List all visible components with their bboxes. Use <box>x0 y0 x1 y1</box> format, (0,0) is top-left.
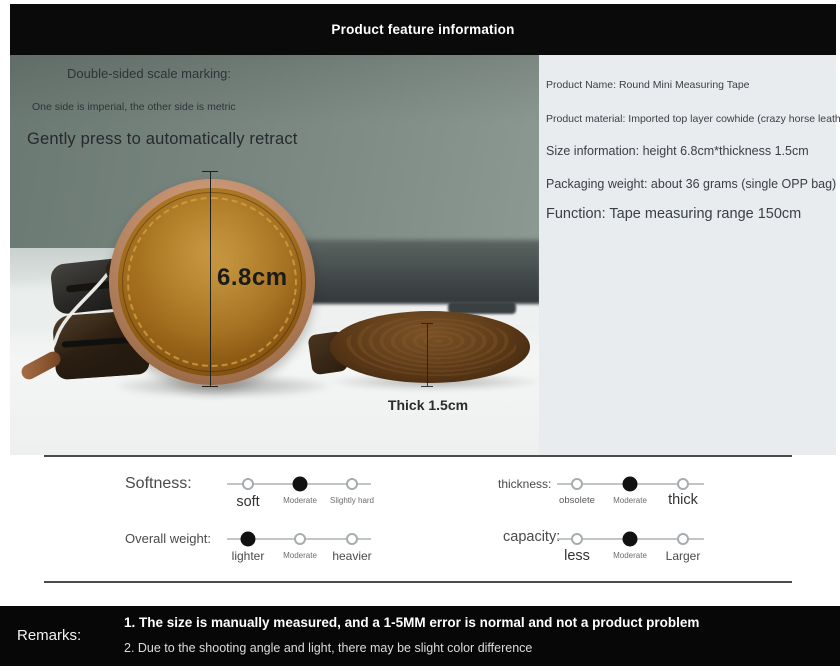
remarks-bar: Remarks: 1. The size is manually measure… <box>0 606 840 666</box>
rating-option-label: Slightly hard <box>329 496 375 505</box>
header-bar: Product feature information <box>10 4 836 55</box>
remark-line-2: 2. Due to the shooting angle and light, … <box>124 641 533 655</box>
annotation-scale-marking: Double-sided scale marking: <box>67 66 232 81</box>
rating-option-label: thick <box>668 492 698 508</box>
spec-product-name: Product Name: Round Mini Measuring Tape <box>546 79 750 91</box>
height-dimension-line <box>202 171 218 387</box>
spec-size-information: Size information: height 6.8cm*thickness… <box>546 144 809 158</box>
spec-packaging-weight: Packaging weight: about 36 grams (single… <box>546 177 837 191</box>
rating-dot <box>242 478 254 490</box>
rating-dot <box>292 476 308 492</box>
rating-option-label: Moderate <box>283 551 317 560</box>
spec-product-material: Product material: Imported top layer cow… <box>546 113 840 125</box>
remark-line-1: 1. The size is manually measured, and a … <box>124 615 700 630</box>
rating-dot <box>240 531 256 547</box>
rating-label: Overall weight: <box>125 531 211 546</box>
rating-dot <box>622 531 638 547</box>
rating-dot <box>677 478 689 490</box>
dimension-cap-top <box>202 171 218 172</box>
rating-dot <box>622 476 638 492</box>
photo-wall-shade <box>10 55 539 125</box>
rating-option-label: obsolete <box>559 495 595 506</box>
rating-option-label: lighter <box>231 549 265 563</box>
dimension-cap-bottom <box>202 386 218 387</box>
thickness-dimension-label: Thick 1.5cm <box>387 397 469 413</box>
rating-option-label: soft <box>236 494 260 510</box>
thickness-dimension-line <box>421 323 433 387</box>
pressed-edge-ring <box>122 192 302 372</box>
remarks-label: Remarks: <box>17 627 82 644</box>
rating-option-label: Larger <box>665 549 701 563</box>
rating-option-label: Moderate <box>613 551 647 560</box>
rating-dot <box>571 478 583 490</box>
dimension-cap-top <box>421 323 433 324</box>
main-tape-shadow <box>116 375 330 397</box>
divider-top <box>44 455 792 457</box>
rating-dot <box>677 533 689 545</box>
page-title: Product feature information <box>331 22 515 37</box>
stitch-ring <box>127 197 297 367</box>
spec-function: Function: Tape measuring range 150cm <box>546 206 802 222</box>
height-dimension-label: 6.8cm <box>217 264 288 291</box>
spec-panel: Product Name: Round Mini Measuring Tape … <box>539 55 840 455</box>
rating-dot <box>346 533 358 545</box>
rating-option-label: less <box>564 548 590 564</box>
rating-dot <box>294 533 306 545</box>
dimension-cap-bottom <box>421 386 433 387</box>
rating-dot <box>571 533 583 545</box>
photo-laptop-screen <box>296 240 539 310</box>
annotation-scale-sides: One side is imperial, the other side is … <box>32 101 236 113</box>
embossed-texture <box>344 317 516 377</box>
product-photo: 6.8cm Thick 1.5cm Double-sided scale mar… <box>10 55 539 455</box>
rating-label: capacity: <box>503 529 561 545</box>
divider-bottom <box>44 581 792 583</box>
rating-option-label: Moderate <box>613 496 647 505</box>
annotation-press-retract: Gently press to automatically retract <box>27 130 298 148</box>
rating-label: thickness: <box>498 477 552 491</box>
rating-option-label: Moderate <box>283 496 317 505</box>
rating-label: Softness: <box>125 475 192 492</box>
round-measuring-tape-flat <box>330 311 530 383</box>
round-measuring-tape-front <box>109 179 315 385</box>
rating-option-label: heavier <box>332 549 372 563</box>
photo-laptop-hinge <box>448 302 516 314</box>
rating-dot <box>346 478 358 490</box>
